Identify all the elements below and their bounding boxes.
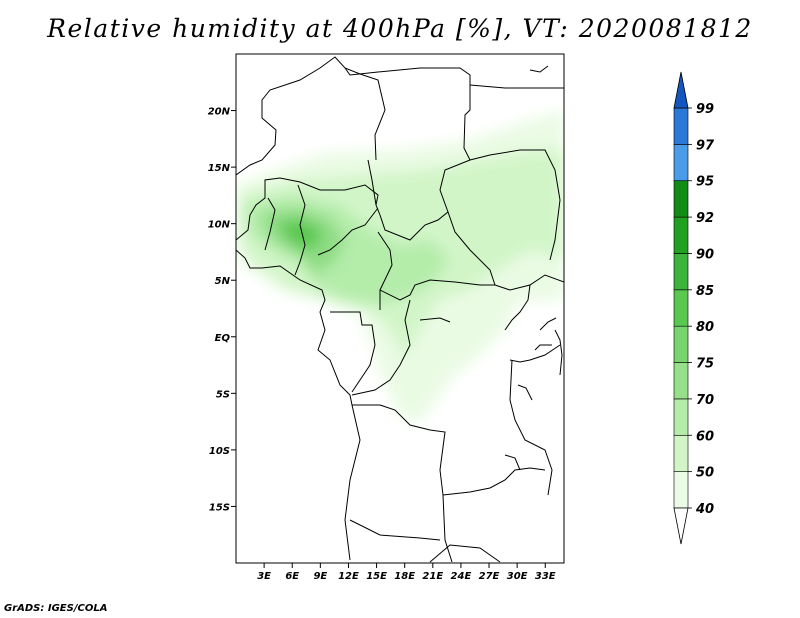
colorbar-bin xyxy=(673,398,689,436)
colorbar-bin xyxy=(673,289,689,327)
colorbar-bin xyxy=(673,362,689,400)
colorbar-label: 60 xyxy=(696,429,714,444)
lat-tick-label: 5N xyxy=(215,276,231,287)
lon-tick-label: 33E xyxy=(535,571,556,582)
colorbar-label: 70 xyxy=(696,393,714,408)
colorbar-label: 92 xyxy=(696,211,714,226)
lon-tick-label: 27E xyxy=(479,571,500,582)
humidity-area-80 xyxy=(280,220,322,248)
map-frame xyxy=(235,53,565,564)
latitude-ticks: 20N 15N 10N 5N EQ 5S 10S 15S xyxy=(208,107,236,513)
colorbar-label: 80 xyxy=(696,320,714,335)
lat-tick-label: EQ xyxy=(215,333,231,344)
lon-tick-label: 15E xyxy=(366,571,387,582)
colorbar-label: 50 xyxy=(696,466,714,481)
colorbar-bin xyxy=(673,253,689,291)
lon-tick-label: 30E xyxy=(507,571,528,582)
colorbar-label: 85 xyxy=(696,284,714,299)
colorbar-bin xyxy=(673,325,689,363)
colorbar-arrow-high xyxy=(673,71,689,109)
lon-tick-label: 6E xyxy=(285,571,299,582)
lat-tick-label: 15S xyxy=(209,502,230,513)
chart-title: Relative humidity at 400hPa [%], VT: 202… xyxy=(47,14,753,43)
colorbar: 40 50 60 70 75 80 85 90 92 95 97 99 xyxy=(673,71,715,545)
colorbar-label: 90 xyxy=(696,247,714,262)
lon-tick-label: 24E xyxy=(451,571,472,582)
longitude-ticks: 3E 6E 9E 12E 15E 18E 21E 24E 27E 30E 33E xyxy=(257,563,556,582)
humidity-shading xyxy=(236,110,564,425)
colorbar-bin xyxy=(673,144,689,182)
colorbar-bin xyxy=(673,216,689,254)
colorbar-label: 95 xyxy=(696,175,714,190)
colorbar-bin xyxy=(673,180,689,218)
country-borders xyxy=(236,56,564,563)
lon-tick-label: 21E xyxy=(422,571,443,582)
lon-tick-label: 12E xyxy=(338,571,359,582)
lat-tick-label: 10S xyxy=(209,446,230,457)
lat-tick-label: 15N xyxy=(208,163,231,174)
lon-tick-label: 18E xyxy=(394,571,415,582)
colorbar-bin xyxy=(673,107,689,145)
colorbar-bin xyxy=(673,471,689,509)
colorbar-arrow-low xyxy=(673,507,689,545)
colorbar-label: 75 xyxy=(696,357,714,372)
lat-tick-label: 20N xyxy=(208,107,231,118)
colorbar-label: 99 xyxy=(696,102,714,117)
colorbar-label: 40 xyxy=(695,502,714,517)
lon-tick-label: 9E xyxy=(313,571,327,582)
colorbar-label: 97 xyxy=(696,138,715,153)
lat-tick-label: 5S xyxy=(216,389,230,400)
colorbar-bin xyxy=(673,434,689,472)
lon-tick-label: 3E xyxy=(257,571,271,582)
lat-tick-label: 10N xyxy=(208,220,231,231)
grads-credit: GrADS: IGES/COLA xyxy=(4,603,108,614)
